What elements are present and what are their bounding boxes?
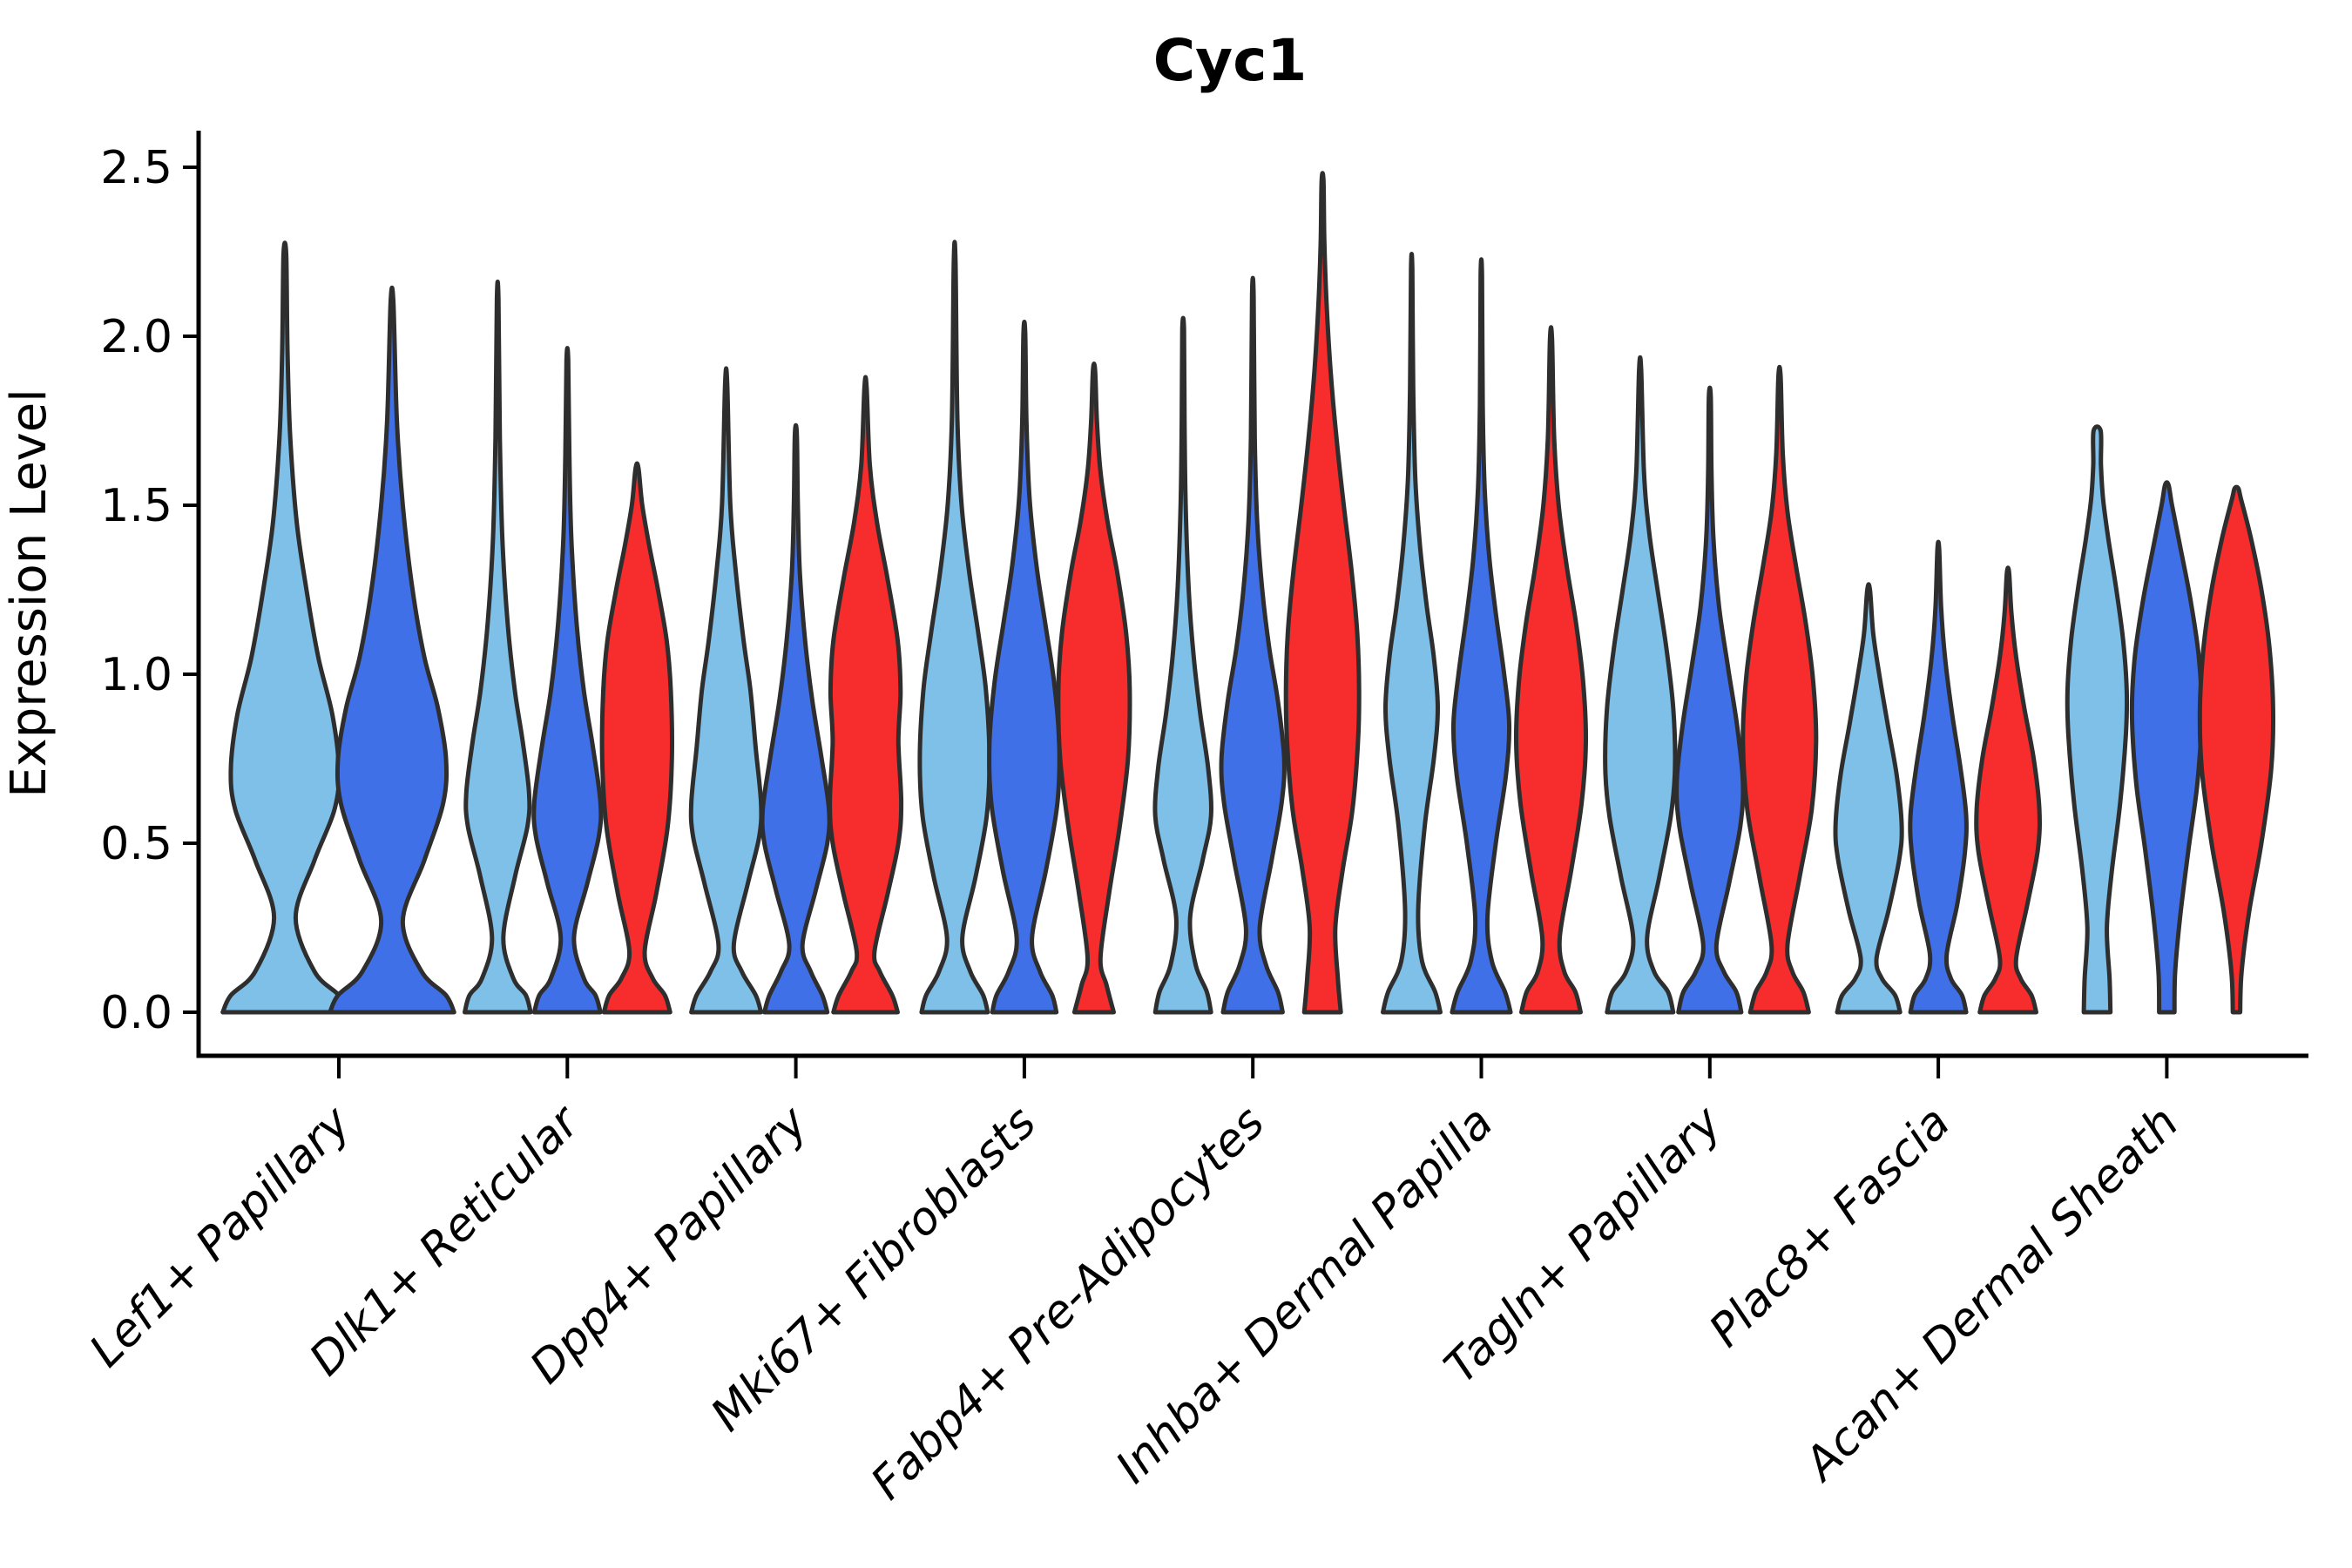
violin-plac8-fascia-red [1974, 565, 2042, 1015]
violin-dlk1-reticular-dark_blue [531, 346, 604, 1015]
violin-lef1-papillary-light_blue [220, 240, 349, 1015]
violins-layer [220, 171, 2276, 1015]
plot-title: Cyc1 [1153, 27, 1308, 94]
violin-dpp4-papillary-red [828, 375, 904, 1015]
violin-tagln-papillary-red [1740, 364, 1819, 1015]
violin-dlk1-reticular-red [599, 461, 675, 1015]
violin-mki67-fibroblasts-red [1056, 362, 1132, 1015]
y-tick-label: 2.0 [100, 311, 172, 363]
violin-fabp4-pre-adipocytes-light_blue [1152, 315, 1213, 1015]
violin-lef1-papillary-dark_blue [328, 285, 456, 1015]
violin-inhba-dermal-papilla-dark_blue [1450, 257, 1513, 1015]
y-tick-label: 0.0 [100, 987, 172, 1039]
violin-fabp4-pre-adipocytes-red [1283, 171, 1362, 1015]
violin-dpp4-papillary-dark_blue [760, 422, 832, 1015]
violin-acan-dermal-sheath-dark_blue [2129, 480, 2204, 1015]
y-axis-label: Expression Level [1, 389, 57, 798]
violin-plac8-fascia-dark_blue [1908, 539, 1969, 1015]
y-tick-label: 2.5 [100, 142, 172, 194]
violin-fabp4-pre-adipocytes-dark_blue [1219, 275, 1287, 1015]
violin-dpp4-papillary-light_blue [688, 366, 764, 1015]
violin-acan-dermal-sheath-red [2197, 484, 2276, 1015]
violin-mki67-fibroblasts-light_blue [917, 240, 992, 1015]
violin-mki67-fibroblasts-dark_blue [987, 320, 1062, 1015]
y-tick-label: 1.0 [100, 649, 172, 701]
violin-dlk1-reticular-light_blue [463, 279, 533, 1015]
violin-inhba-dermal-papilla-red [1513, 325, 1589, 1015]
violin-inhba-dermal-papilla-light_blue [1381, 251, 1443, 1015]
violin-acan-dermal-sheath-light_blue [2065, 424, 2130, 1015]
violin-tagln-papillary-light_blue [1603, 355, 1678, 1015]
y-tick-label: 1.5 [100, 480, 172, 532]
violin-plac8-fascia-light_blue [1833, 582, 1904, 1015]
y-tick-label: 0.5 [100, 818, 172, 870]
violin-tagln-papillary-dark_blue [1674, 385, 1746, 1015]
